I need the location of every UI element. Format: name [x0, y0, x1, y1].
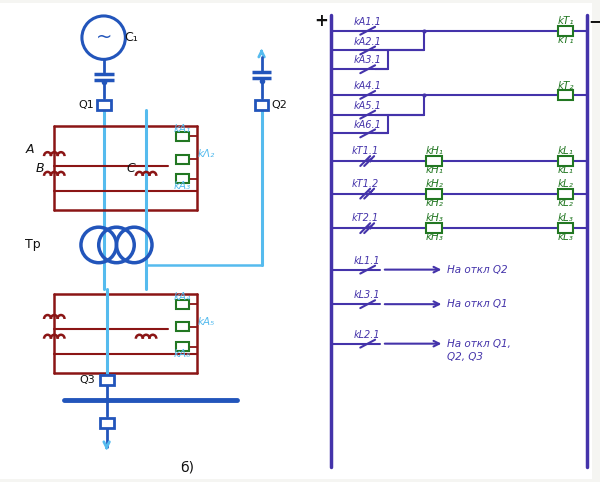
- Text: kH₂: kH₂: [425, 198, 443, 208]
- Text: kH₁: kH₁: [425, 146, 443, 156]
- Text: kA4.1: kA4.1: [353, 81, 381, 91]
- Bar: [558, 223, 574, 233]
- Bar: [427, 223, 442, 233]
- Text: Q1: Q1: [78, 100, 94, 110]
- Text: kL3.1: kL3.1: [354, 290, 380, 300]
- Text: kA₅: kA₅: [197, 317, 215, 327]
- Bar: [176, 174, 189, 183]
- Bar: [304, 3, 592, 479]
- Bar: [427, 188, 442, 199]
- Bar: [558, 26, 574, 36]
- Text: На откл Q2: На откл Q2: [447, 265, 508, 275]
- Text: Q2: Q2: [271, 100, 287, 110]
- Text: kA6.1: kA6.1: [353, 120, 381, 130]
- Bar: [558, 156, 574, 166]
- Text: Q3: Q3: [79, 375, 95, 385]
- Text: kH₃: kH₃: [425, 232, 443, 242]
- Bar: [176, 300, 189, 308]
- Text: kA₆: kA₆: [174, 348, 191, 359]
- Text: C: C: [127, 162, 136, 175]
- Text: A: A: [25, 143, 34, 156]
- Bar: [176, 155, 189, 163]
- Bar: [176, 132, 189, 141]
- Text: kL2.1: kL2.1: [354, 330, 380, 340]
- Bar: [558, 188, 574, 199]
- Text: kA2.1: kA2.1: [353, 37, 381, 47]
- Bar: [176, 342, 189, 351]
- Text: б): б): [181, 460, 194, 474]
- Bar: [427, 156, 442, 166]
- Text: kL₁: kL₁: [557, 146, 574, 156]
- Text: B: B: [35, 162, 44, 175]
- Text: kH₃: kH₃: [425, 214, 443, 223]
- Text: kT1.2: kT1.2: [352, 179, 379, 189]
- Text: На откл Q1,: На откл Q1,: [447, 339, 511, 348]
- Bar: [100, 375, 113, 385]
- Text: kL₃: kL₃: [557, 232, 574, 242]
- Text: kA₁: kA₁: [174, 124, 191, 134]
- Text: Тр: Тр: [25, 239, 40, 252]
- Text: kT₁: kT₁: [557, 35, 574, 45]
- Bar: [100, 418, 113, 428]
- Text: kT₁: kT₁: [557, 16, 574, 26]
- Bar: [558, 90, 574, 100]
- Bar: [176, 322, 189, 331]
- Bar: [254, 100, 268, 110]
- Text: kT2.1: kT2.1: [352, 214, 379, 223]
- Text: kT₂: kT₂: [557, 81, 574, 91]
- Bar: [97, 100, 110, 110]
- Text: kL1.1: kL1.1: [354, 256, 380, 266]
- Text: kA₄: kA₄: [174, 292, 191, 302]
- Text: +: +: [314, 12, 328, 30]
- Text: kA1.1: kA1.1: [353, 17, 381, 27]
- Bar: [0, 3, 304, 479]
- Text: kH₁: kH₁: [425, 165, 443, 175]
- Text: C₁: C₁: [124, 31, 138, 44]
- Text: Q2, Q3: Q2, Q3: [447, 352, 483, 362]
- Text: kA5.1: kA5.1: [353, 101, 381, 111]
- Text: kΛ₂: kΛ₂: [197, 149, 215, 159]
- Text: kL₂: kL₂: [557, 198, 574, 208]
- Text: kL₃: kL₃: [557, 214, 574, 223]
- Text: ~: ~: [95, 28, 112, 47]
- Text: kH₂: kH₂: [425, 179, 443, 189]
- Text: kL₁: kL₁: [557, 165, 574, 175]
- Text: kA₃: kA₃: [174, 181, 191, 191]
- Text: −: −: [588, 12, 600, 30]
- Text: kT1.1: kT1.1: [352, 146, 379, 156]
- Text: kA3.1: kA3.1: [353, 55, 381, 66]
- Text: kL₂: kL₂: [557, 179, 574, 189]
- Text: На откл Q1: На откл Q1: [447, 299, 508, 309]
- Circle shape: [82, 16, 125, 59]
